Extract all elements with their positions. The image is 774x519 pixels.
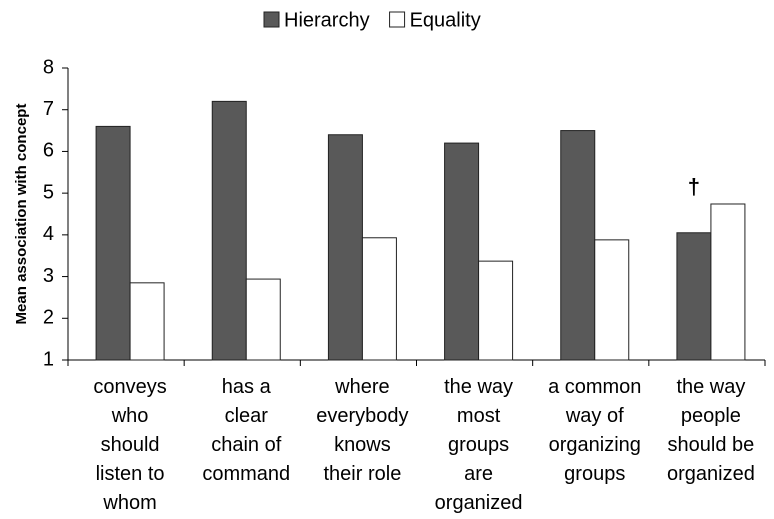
x-tick-label: the way people should be organized (667, 376, 755, 485)
y-tick-label: 7 (43, 98, 54, 120)
x-tick-label: conveys who should listen to whom (93, 376, 166, 514)
bar (361, 237, 397, 361)
y-tick-label: 1 (43, 348, 54, 370)
bar (129, 282, 165, 361)
y-tick-label: 2 (43, 307, 54, 329)
legend-label: Hierarchy (284, 9, 370, 31)
bar (594, 239, 630, 361)
y-tick-label: 5 (43, 181, 54, 203)
bar (95, 125, 131, 361)
y-tick-label: 6 (43, 140, 54, 162)
bar (211, 100, 247, 361)
bar (560, 130, 596, 361)
bar (327, 134, 363, 361)
bar (444, 142, 480, 361)
legend-swatch (263, 11, 280, 28)
x-tick-label: the way most groups are organized (435, 376, 523, 514)
bar (676, 232, 712, 361)
x-tick-label: where everybody knows their role (316, 376, 408, 485)
y-tick-label: 4 (43, 223, 54, 245)
annotation: † (688, 174, 700, 199)
legend-swatch (389, 11, 406, 28)
y-tick-label: 8 (43, 56, 54, 78)
x-tick-label: has a clear chain of command (202, 376, 290, 485)
bar (245, 278, 281, 361)
x-tick-label: a common way of organizing groups (548, 376, 641, 485)
legend-label: Equality (410, 9, 481, 31)
y-axis-label: Mean association with concept (13, 104, 30, 325)
bar (478, 260, 514, 361)
bar (710, 203, 746, 361)
y-tick-label: 3 (43, 265, 54, 287)
